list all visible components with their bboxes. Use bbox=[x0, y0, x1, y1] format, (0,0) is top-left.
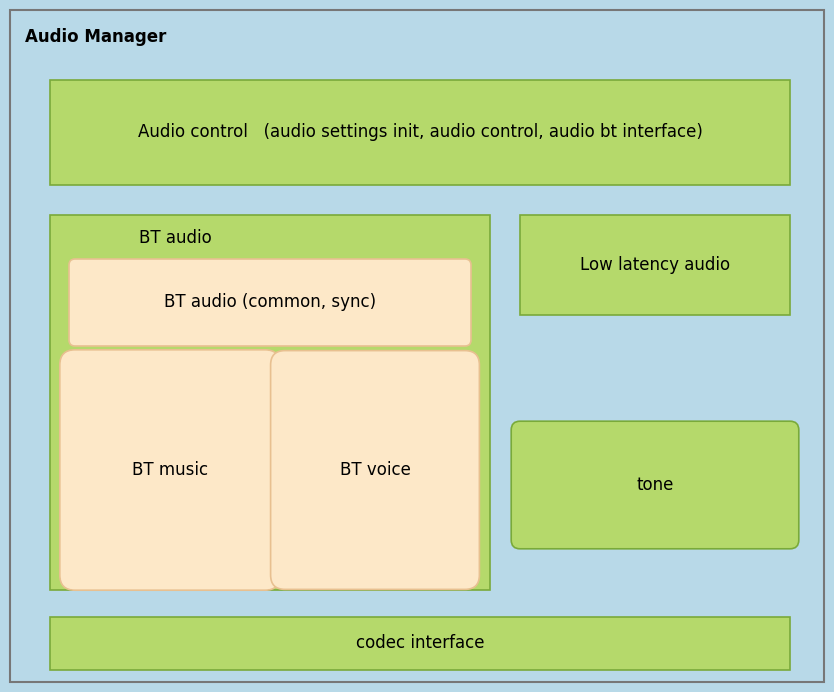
FancyBboxPatch shape bbox=[60, 349, 280, 590]
FancyBboxPatch shape bbox=[69, 259, 471, 346]
FancyBboxPatch shape bbox=[50, 215, 490, 590]
Text: Audio Manager: Audio Manager bbox=[25, 28, 166, 46]
Text: Audio control   (audio settings init, audio control, audio bt interface): Audio control (audio settings init, audi… bbox=[138, 123, 702, 141]
FancyBboxPatch shape bbox=[520, 215, 790, 315]
Text: Low latency audio: Low latency audio bbox=[580, 256, 730, 274]
FancyBboxPatch shape bbox=[50, 617, 790, 670]
FancyBboxPatch shape bbox=[511, 421, 799, 549]
Text: BT audio: BT audio bbox=[138, 229, 211, 247]
Text: BT music: BT music bbox=[132, 461, 208, 479]
Text: BT voice: BT voice bbox=[339, 461, 410, 479]
Text: tone: tone bbox=[636, 476, 674, 494]
Text: codec interface: codec interface bbox=[356, 634, 485, 652]
FancyBboxPatch shape bbox=[10, 10, 824, 682]
Text: BT audio (common, sync): BT audio (common, sync) bbox=[164, 293, 376, 311]
FancyBboxPatch shape bbox=[270, 351, 480, 590]
FancyBboxPatch shape bbox=[50, 80, 790, 185]
